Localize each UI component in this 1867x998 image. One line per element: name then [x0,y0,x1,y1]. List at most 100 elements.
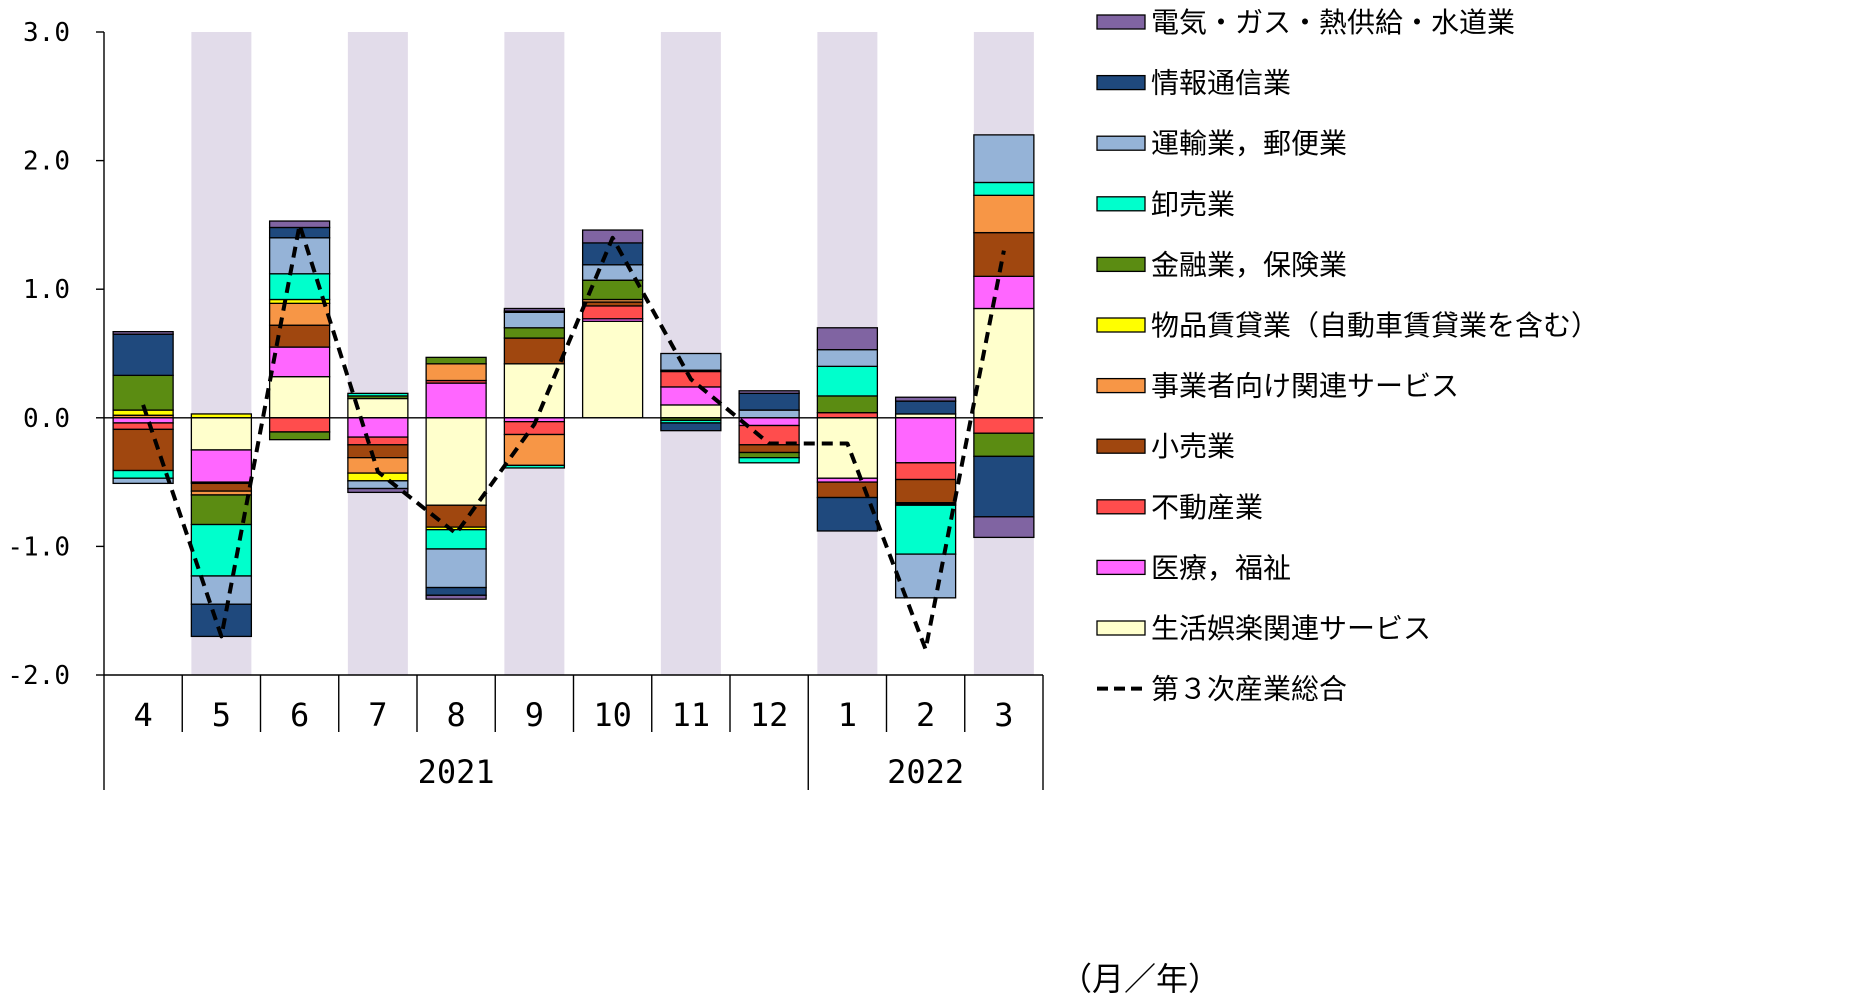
bar-segment-7-3 [973,181,1035,196]
stacked-bars [112,134,1035,638]
bar-segment-3-5 [190,482,253,492]
legend-label: 不動産業 [1151,491,1263,524]
bar-segment-6-9 [503,327,566,339]
bar-segment-8-6 [268,237,331,275]
category-label: 9 [525,696,544,734]
legend-label: 小売業 [1151,430,1235,463]
bar-segment-6-12 [738,451,800,459]
bar-segment-10-9 [503,307,566,312]
legend-label: 卸売業 [1151,188,1235,221]
shade-band-7 [347,32,408,675]
bar-segment-0-8 [425,417,487,506]
legend-label: 生活娯楽関連サービス [1151,612,1431,645]
bar-segment-2-1 [816,412,879,419]
legend-swatch [1096,620,1146,636]
bar-segment-6-4 [112,374,174,411]
bar-segment-8-12 [738,409,800,419]
bar-segment-10-2 [894,396,957,402]
y-tick-label: 0.0 [23,404,70,434]
bar-segment-8-11 [660,352,722,371]
bar-segment-0-11 [660,404,722,419]
bar-segment-7-12 [738,457,800,464]
legend-swatch [1096,135,1146,151]
bar-segment-2-7 [347,436,409,446]
total-line [141,222,1006,652]
category-label: 3 [994,696,1013,734]
legend-swatch [1096,14,1146,30]
bar-segment-3-7 [347,444,409,459]
legend-swatch [1096,499,1146,515]
y-tick-label: 2.0 [23,147,70,177]
bar-segment-1-3 [973,275,1035,310]
legend-swatch [1096,256,1146,273]
bar-segment-4-8 [425,363,487,382]
bar-segment-4-3 [973,194,1035,234]
bar-segment-2-3 [973,417,1035,434]
bar-segment-9-10 [581,242,644,266]
bar-segment-9-2 [894,400,957,415]
legend-swatch [1096,196,1146,212]
bar-segment-10-6 [268,220,331,229]
bar-segment-4-6 [268,302,331,326]
bar-segment-8-9 [503,311,566,329]
bar-segment-1-5 [190,449,253,483]
bar-segment-7-7 [347,392,409,397]
category-label: 6 [290,696,309,734]
y-tick-label: 3.0 [23,18,70,48]
bar-segment-7-1 [816,365,879,397]
legend-label: 事業者向け関連サービス [1151,370,1459,403]
bar-segment-7-4 [112,469,174,479]
bar-segment-10-1 [816,327,879,351]
bar-segment-9-11 [660,422,722,432]
bar-segment-10-4 [112,330,174,335]
bar-segment-10-8 [425,594,487,600]
legend-swatch [1096,74,1146,91]
bar-segment-8-1 [816,348,879,368]
bar-segment-6-6 [268,431,331,441]
bar-segment-7-9 [503,464,566,469]
legend: 電気・ガス・熱供給・水道業情報通信業運輸業，郵便業卸売業金融業，保険業物品賃貸業… [1096,6,1599,706]
bar-segment-2-4 [112,422,174,431]
bar-segment-8-10 [581,264,644,281]
bar-segment-0-5 [190,417,253,451]
bar-segment-9-12 [738,392,800,411]
legend-label: 電気・ガス・熱供給・水道業 [1151,6,1515,39]
bar-segment-0-10 [581,320,644,419]
category-label: 4 [133,696,152,734]
bar-segment-8-2 [894,553,957,599]
bar-segment-10-7 [347,487,409,494]
bar-segment-9-8 [425,586,487,596]
bar-segment-3-9 [503,337,566,365]
bar-segment-7-8 [425,529,487,550]
bar-segment-6-8 [425,356,487,365]
legend-swatch [1096,559,1146,576]
category-label: 11 [672,696,711,734]
legend-swatch [1096,317,1146,333]
legend-label: 運輸業，郵便業 [1151,127,1347,160]
bar-segment-8-8 [425,548,487,589]
legend-label: 金融業，保険業 [1151,248,1347,281]
bar-segment-9-3 [973,455,1035,518]
bar-segment-6-5 [190,494,253,526]
bar-segment-9-4 [112,333,174,377]
bar-segment-1-8 [425,382,487,419]
bar-segment-1-4 [112,417,174,424]
bar-segment-8-4 [112,477,174,485]
bar-segment-8-7 [347,480,409,490]
year-label: 2021 [418,753,495,791]
bar-segment-1-7 [347,417,409,438]
legend-label: 医療，福祉 [1151,551,1291,584]
category-label: 10 [593,696,632,734]
bar-segment-10-3 [973,516,1035,539]
bar-segment-2-6 [268,417,331,433]
category-label: 5 [212,696,231,734]
category-label: 7 [368,696,387,734]
bar-segment-10-12 [738,390,800,395]
legend-label: 情報通信業 [1151,67,1291,100]
legend-label: 第３次産業総合 [1151,673,1347,706]
bar-segment-6-1 [816,395,879,414]
legend-swatch [1096,438,1146,454]
bar-segment-2-10 [581,305,644,320]
